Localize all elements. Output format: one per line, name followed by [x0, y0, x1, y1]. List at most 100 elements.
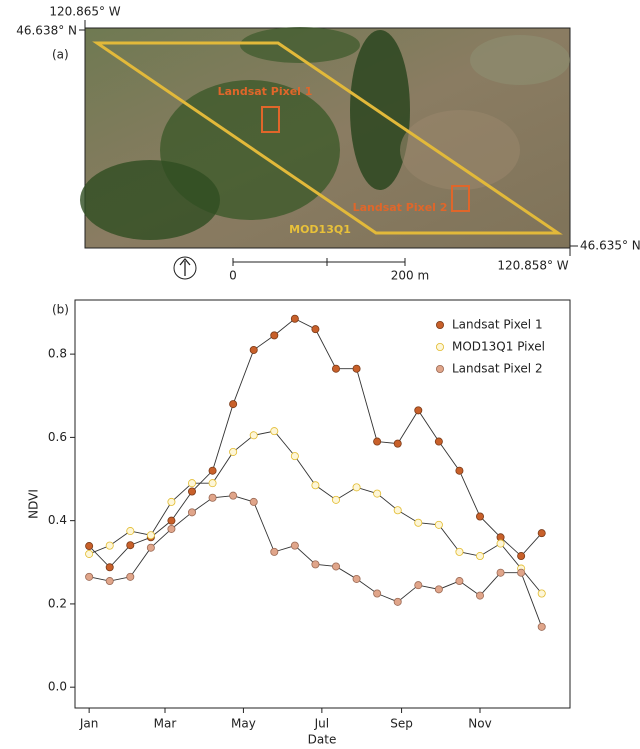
y-tick-label: 0.2 [48, 596, 67, 610]
data-point [291, 542, 298, 549]
data-point [86, 542, 93, 549]
panel-label: (b) [52, 303, 69, 317]
data-point [168, 525, 175, 532]
data-point [230, 492, 237, 499]
data-point [209, 480, 216, 487]
y-tick-label: 0.4 [48, 513, 67, 527]
data-point [86, 550, 93, 557]
data-point [353, 575, 360, 582]
x-tick-label: Jul [314, 717, 329, 731]
data-point [209, 494, 216, 501]
scale-label: 0 [229, 269, 237, 283]
legend-marker [436, 321, 443, 328]
data-point [394, 598, 401, 605]
data-point [415, 519, 422, 526]
y-tick-label: 0.0 [48, 680, 67, 694]
data-point [271, 548, 278, 555]
data-point [415, 582, 422, 589]
longitude: 120.865° W [49, 5, 120, 19]
data-point [168, 498, 175, 505]
data-point [538, 590, 545, 597]
data-point [106, 577, 113, 584]
data-point [291, 315, 298, 322]
pixel-label: MOD13Q1 [289, 223, 351, 236]
data-point [476, 592, 483, 599]
data-point [271, 428, 278, 435]
y-axis-label: NDVI [27, 489, 41, 519]
data-point [188, 488, 195, 495]
scale-label: 200 m [391, 269, 429, 283]
data-point [456, 577, 463, 584]
data-point [106, 564, 113, 571]
data-point [374, 490, 381, 497]
pixel-label: Landsat Pixel 2 [353, 201, 448, 214]
data-point [250, 432, 257, 439]
legend-marker [436, 343, 443, 350]
data-point [168, 517, 175, 524]
x-tick-label: Mar [154, 717, 177, 731]
data-point [435, 438, 442, 445]
data-point [106, 542, 113, 549]
data-point [374, 438, 381, 445]
data-point [271, 332, 278, 339]
data-point [127, 527, 134, 534]
data-point [312, 326, 319, 333]
legend-label: MOD13Q1 Pixel [452, 340, 545, 354]
data-point [250, 498, 257, 505]
data-point [332, 563, 339, 570]
data-point [291, 453, 298, 460]
data-point [188, 480, 195, 487]
data-point [332, 496, 339, 503]
data-point [435, 586, 442, 593]
data-point [312, 482, 319, 489]
data-point [394, 507, 401, 514]
x-tick-label: May [231, 717, 256, 731]
legend-label: Landsat Pixel 2 [452, 362, 543, 376]
data-point [497, 569, 504, 576]
data-point [188, 509, 195, 516]
data-point [476, 552, 483, 559]
x-tick-label: Nov [468, 717, 491, 731]
data-point [538, 530, 545, 537]
data-point [538, 623, 545, 630]
satellite-image [79, 20, 578, 279]
data-point [353, 365, 360, 372]
data-point [518, 552, 525, 559]
data-point [127, 542, 134, 549]
latitude: 46.638° N [16, 24, 77, 38]
pixel-label: Landsat Pixel 1 [218, 85, 313, 98]
data-point [394, 440, 401, 447]
data-point [456, 548, 463, 555]
data-point [312, 561, 319, 568]
latitude: 46.635° N [580, 239, 640, 253]
panel-label: (a) [52, 48, 69, 62]
data-point [147, 532, 154, 539]
data-point [518, 569, 525, 576]
data-point [332, 365, 339, 372]
data-point [497, 540, 504, 547]
data-point [127, 573, 134, 580]
data-point [435, 521, 442, 528]
series-line [89, 431, 542, 593]
series-line [89, 319, 542, 568]
legend-label: Landsat Pixel 1 [452, 318, 543, 332]
data-point [230, 448, 237, 455]
figure: 120.865° W 46.638° N (a) Landsat Pixel 1… [0, 0, 640, 749]
longitude: 120.858° W [497, 259, 568, 273]
data-point [250, 346, 257, 353]
data-point [476, 513, 483, 520]
y-tick-label: 0.6 [48, 430, 67, 444]
data-point [230, 400, 237, 407]
x-axis-label: Date [308, 733, 337, 747]
data-point [456, 467, 463, 474]
x-tick-label: Jan [79, 717, 99, 731]
data-point [147, 544, 154, 551]
legend-marker [436, 365, 443, 372]
data-point [209, 467, 216, 474]
data-point [415, 407, 422, 414]
data-point [374, 590, 381, 597]
x-tick-label: Sep [390, 717, 413, 731]
data-point [353, 484, 360, 491]
y-tick-label: 0.8 [48, 347, 67, 361]
data-point [86, 573, 93, 580]
